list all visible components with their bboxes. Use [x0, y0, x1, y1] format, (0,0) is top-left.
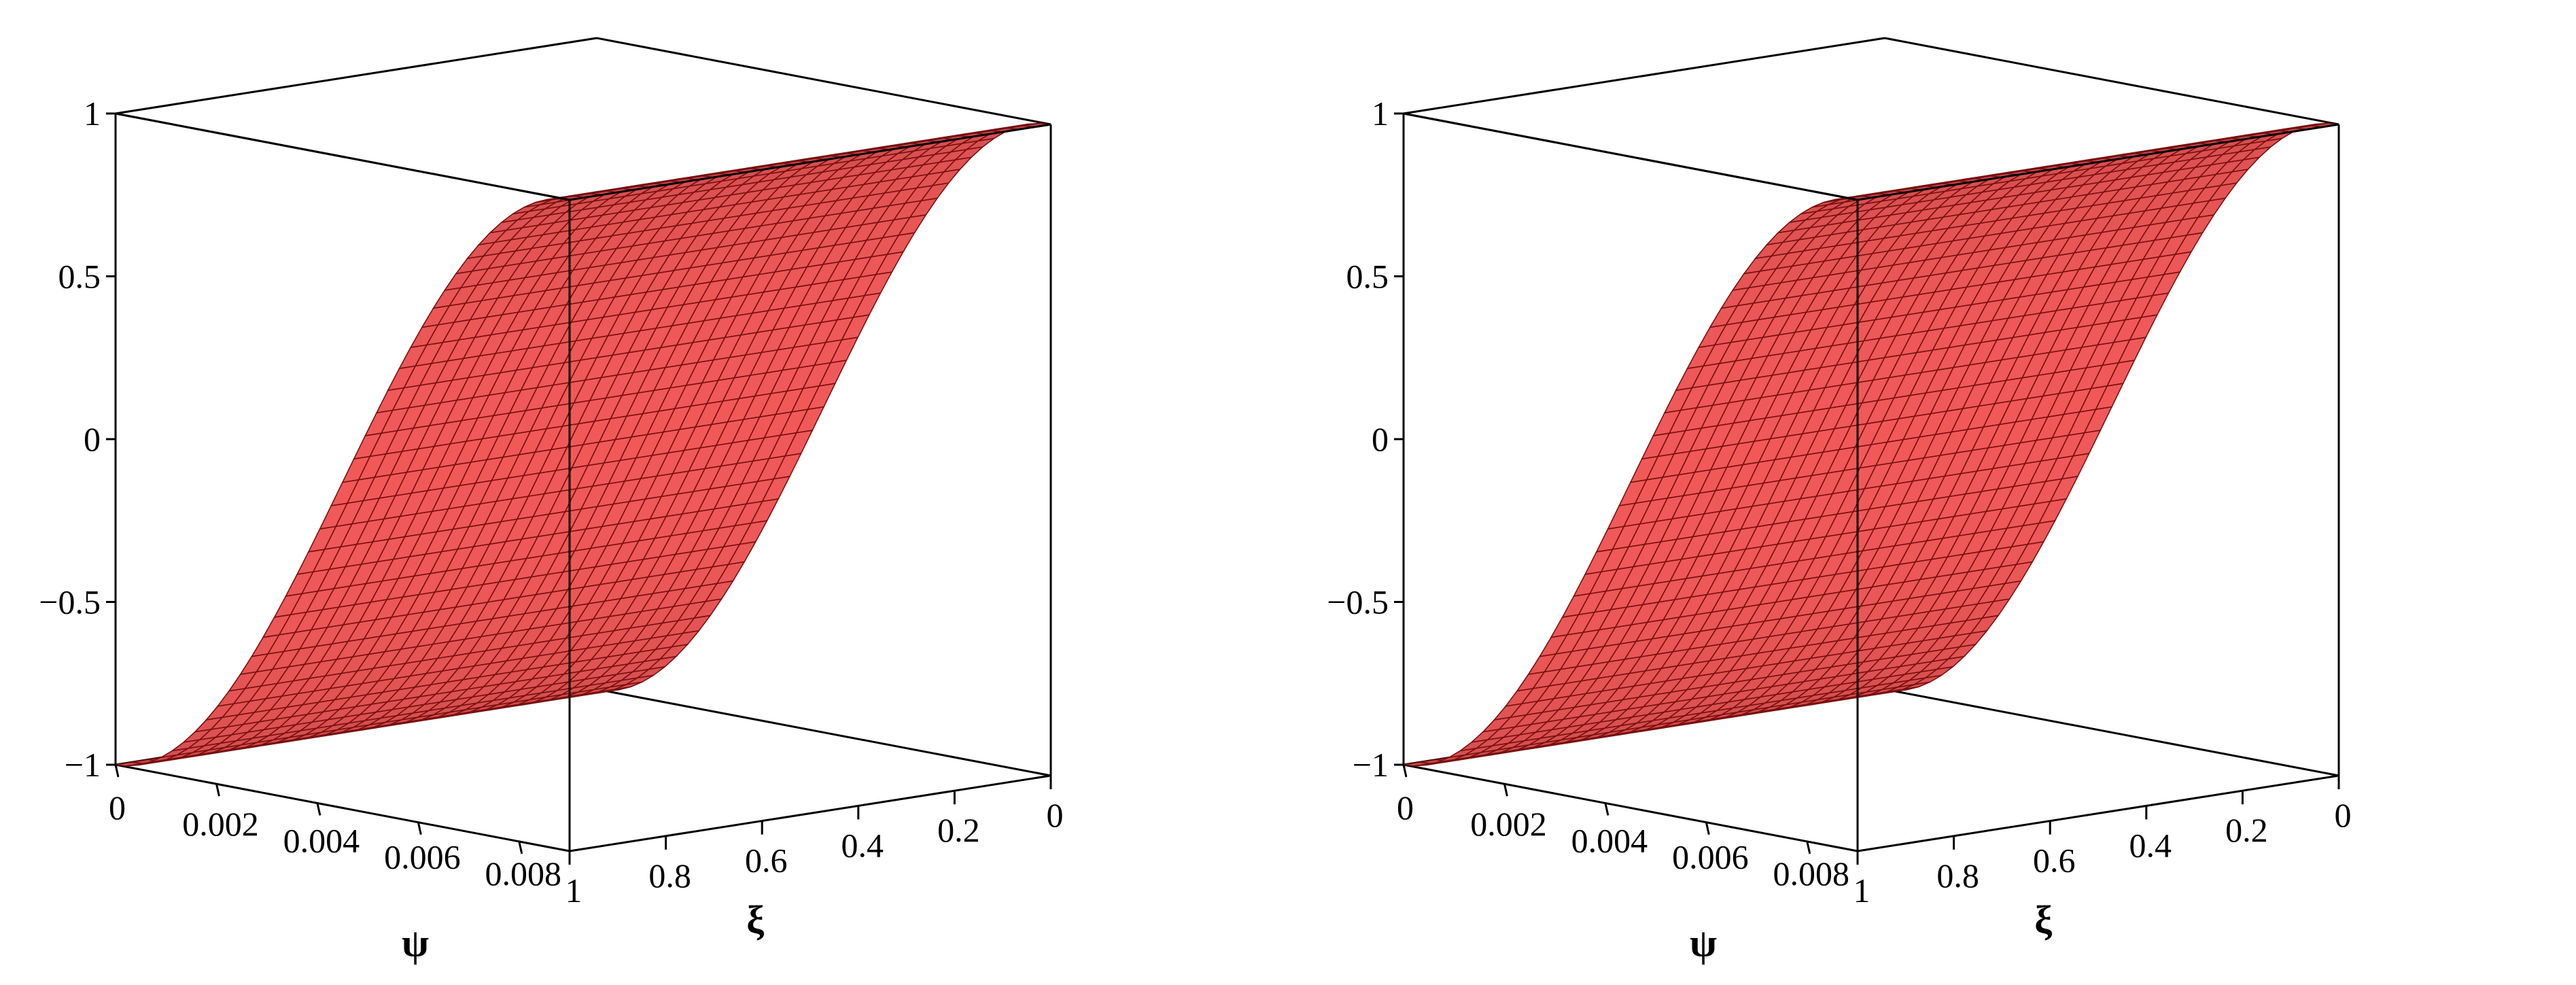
box-edge-front [569, 123, 1051, 201]
box-edge [596, 37, 1051, 126]
psi-tick-mark [1503, 783, 1508, 797]
xi-tick-label: 0.6 [745, 842, 788, 880]
psi-tick-mark [518, 841, 523, 854]
psi-tick-mark [1806, 841, 1811, 854]
xi-tick-label: 0.4 [841, 826, 884, 864]
psi-tick-label: 0.004 [1571, 821, 1648, 859]
psi-tick-label: 0.002 [182, 805, 259, 843]
box-edge [1857, 774, 2339, 852]
box-edge [596, 688, 1051, 777]
xi-tick-label: 0.2 [937, 811, 980, 849]
box-edge [1403, 763, 1858, 852]
xi-tick-label: 0.8 [1936, 857, 1979, 895]
psi-tick-mark [316, 803, 321, 816]
xi-tick-label: 0.8 [648, 857, 691, 895]
z-tick-label: −1 [1353, 746, 1389, 784]
z-tick-label: 0.5 [1346, 258, 1389, 296]
surface-plot-right: 1 0.5 0 −0.5 −1 0 0.002 0.004 0.006 0.008 ψ 1 0.8 0.6… [1288, 0, 2576, 985]
box-edge [1403, 37, 1885, 115]
psi-tick-label: 0.004 [283, 821, 360, 859]
box-edge-front [115, 112, 570, 201]
surface [1403, 122, 2339, 767]
xi-tick-label: 1 [1853, 871, 1870, 910]
box-edge [115, 763, 570, 852]
psi-tick-label: 0.008 [485, 854, 562, 893]
psi-tick-mark [215, 783, 220, 797]
psi-tick-mark [1705, 822, 1710, 835]
z-tick-label: 1 [1372, 94, 1389, 133]
psi-axis-label: ψ [1690, 920, 1717, 965]
psi-tick-mark [114, 764, 120, 778]
psi-tick-label: 0.002 [1470, 805, 1547, 843]
xi-tick-label: 0.6 [2033, 842, 2076, 880]
psi-tick-label: 0.006 [1672, 838, 1749, 876]
box-edge [1884, 37, 2339, 126]
z-tick-label: −1 [65, 746, 101, 784]
xi-tick-label: 0.2 [2225, 811, 2268, 849]
psi-tick-mark [1402, 764, 1408, 778]
surface [115, 122, 1051, 767]
z-tick-label: −0.5 [39, 583, 101, 621]
z-tick-label: 0 [1372, 420, 1389, 458]
psi-tick-mark [417, 822, 422, 835]
box-edge [569, 774, 1051, 852]
psi-tick-label: 0.006 [384, 838, 461, 876]
z-tick-label: 0.5 [58, 258, 101, 296]
box-edge [115, 37, 597, 115]
psi-axis-label: ψ [402, 920, 429, 965]
psi-tick-label: 0.008 [1773, 854, 1850, 893]
box-edge [1884, 688, 2339, 777]
z-tick-label: 0 [84, 420, 101, 458]
xi-axis-label: ξ [746, 898, 764, 942]
xi-tick-label: 0 [1047, 796, 1064, 834]
xi-tick-label: 0 [2335, 796, 2352, 834]
box-edge-front [1403, 112, 1858, 201]
psi-tick-label: 0 [1397, 789, 1414, 827]
box-edge-front [1857, 123, 2339, 201]
psi-tick-mark [1604, 803, 1609, 816]
z-tick-label: −0.5 [1327, 583, 1389, 621]
xi-axis-label: ξ [2034, 898, 2052, 942]
psi-tick-label: 0 [109, 789, 126, 827]
xi-tick-label: 0.4 [2129, 826, 2172, 864]
surface-plot-left: 1 0.5 0 −0.5 −1 0 0.002 0.004 0.006 0.008 ψ 1 0.8 0.6… [39, 37, 1064, 965]
xi-tick-label: 1 [565, 871, 582, 910]
z-tick-label: 1 [84, 94, 101, 133]
